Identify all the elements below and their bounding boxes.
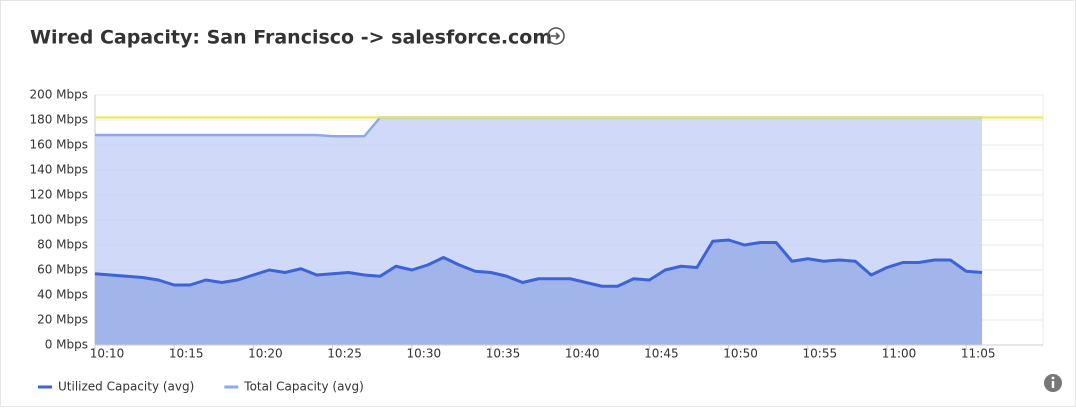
y-tick-label: 80 Mbps bbox=[37, 238, 88, 252]
y-tick-label: 60 Mbps bbox=[37, 263, 88, 277]
x-tick-label: 10:35 bbox=[486, 347, 521, 361]
legend-label: Utilized Capacity (avg) bbox=[58, 380, 194, 394]
line bbox=[94, 238, 983, 288]
y-tick-label: 0 Mbps bbox=[45, 338, 88, 352]
y-tick-label: 40 Mbps bbox=[37, 288, 88, 302]
x-tick-label: 10:10 bbox=[90, 347, 125, 361]
open-icon[interactable] bbox=[547, 27, 565, 45]
x-tick-label: 10:25 bbox=[327, 347, 362, 361]
y-tick-label: 140 Mbps bbox=[29, 163, 88, 177]
x-tick-label: 10:15 bbox=[169, 347, 204, 361]
x-tick-label: 11:05 bbox=[961, 347, 996, 361]
chart-title: Wired Capacity: San Francisco -> salesfo… bbox=[30, 27, 552, 49]
y-tick-label: 120 Mbps bbox=[29, 188, 88, 202]
info-icon[interactable] bbox=[1044, 374, 1062, 392]
x-tick-label: 11:00 bbox=[882, 347, 917, 361]
legend-label: Total Capacity (avg) bbox=[243, 380, 364, 394]
x-tick-label: 10:30 bbox=[407, 347, 442, 361]
x-tick-label: 10:45 bbox=[644, 347, 679, 361]
y-tick-label: 100 Mbps bbox=[29, 213, 88, 227]
y-tick-label: 200 Mbps bbox=[29, 88, 88, 102]
area bbox=[95, 240, 983, 345]
x-tick-label: 10:50 bbox=[723, 347, 758, 361]
x-tick-label: 10:20 bbox=[248, 347, 283, 361]
x-tick-label: 10:55 bbox=[803, 347, 838, 361]
x-tick-label: 10:40 bbox=[565, 347, 600, 361]
y-tick-label: 180 Mbps bbox=[29, 113, 88, 127]
y-tick-label: 20 Mbps bbox=[37, 313, 88, 327]
y-tick-label: 160 Mbps bbox=[29, 138, 88, 152]
